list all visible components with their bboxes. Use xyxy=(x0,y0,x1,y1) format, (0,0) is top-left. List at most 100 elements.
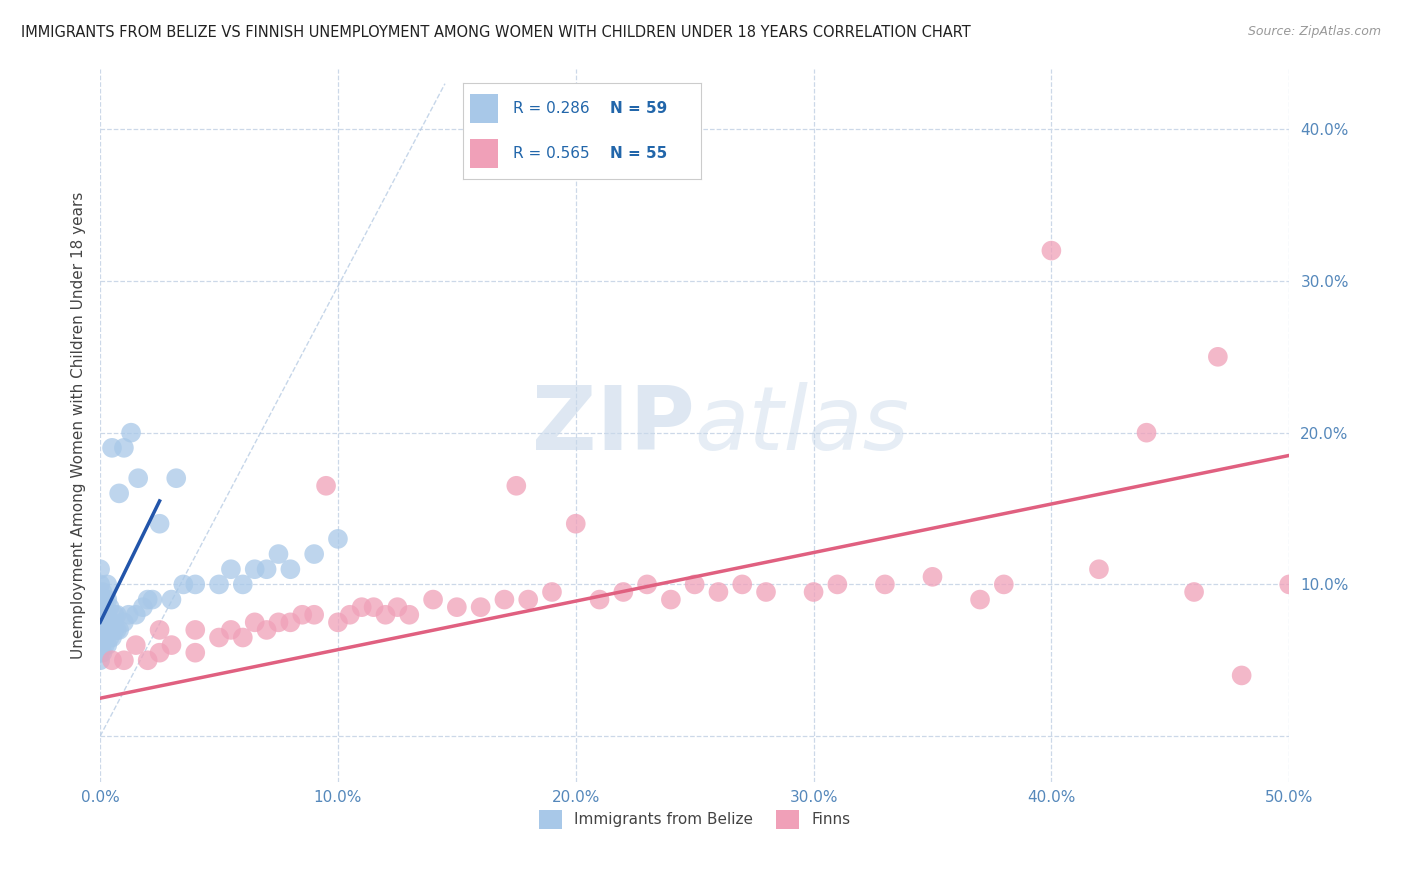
Point xyxy=(315,479,337,493)
Point xyxy=(160,638,183,652)
Point xyxy=(96,623,118,637)
Point xyxy=(280,562,302,576)
Point xyxy=(612,585,634,599)
Point xyxy=(141,592,163,607)
Point xyxy=(120,425,142,440)
Point xyxy=(541,585,564,599)
Point xyxy=(184,577,207,591)
Point xyxy=(91,646,114,660)
Point xyxy=(636,577,658,591)
Point xyxy=(98,600,121,615)
Point xyxy=(494,592,516,607)
Point xyxy=(291,607,314,622)
Point xyxy=(89,638,111,652)
Point xyxy=(89,623,111,637)
Point xyxy=(91,585,114,599)
Text: IMMIGRANTS FROM BELIZE VS FINNISH UNEMPLOYMENT AMONG WOMEN WITH CHILDREN UNDER 1: IMMIGRANTS FROM BELIZE VS FINNISH UNEMPL… xyxy=(21,25,970,40)
Point xyxy=(94,607,117,622)
Point xyxy=(96,592,118,607)
Point xyxy=(149,623,172,637)
Point xyxy=(136,653,159,667)
Point xyxy=(1040,244,1063,258)
Point xyxy=(565,516,588,531)
Point xyxy=(118,607,141,622)
Point xyxy=(108,623,131,637)
Point xyxy=(101,631,124,645)
Point xyxy=(165,471,187,485)
Point xyxy=(683,577,706,591)
Point xyxy=(89,607,111,622)
Text: atlas: atlas xyxy=(695,382,910,468)
Point xyxy=(89,646,111,660)
Point xyxy=(707,585,730,599)
Point xyxy=(398,607,420,622)
Point xyxy=(446,600,468,615)
Point xyxy=(219,623,242,637)
Point xyxy=(1088,562,1111,576)
Point xyxy=(363,600,385,615)
Point xyxy=(256,623,278,637)
Point xyxy=(350,600,373,615)
Point xyxy=(208,631,231,645)
Point xyxy=(172,577,194,591)
Point xyxy=(125,638,148,652)
Point xyxy=(505,479,527,493)
Point xyxy=(993,577,1015,591)
Point xyxy=(149,516,172,531)
Point xyxy=(232,577,254,591)
Point xyxy=(112,653,135,667)
Point xyxy=(160,592,183,607)
Point xyxy=(184,623,207,637)
Point xyxy=(96,638,118,652)
Point xyxy=(1278,577,1301,591)
Point xyxy=(921,570,943,584)
Point xyxy=(219,562,242,576)
Point xyxy=(267,547,290,561)
Point xyxy=(232,631,254,645)
Text: ZIP: ZIP xyxy=(531,382,695,468)
Point xyxy=(280,615,302,630)
Text: Source: ZipAtlas.com: Source: ZipAtlas.com xyxy=(1247,25,1381,38)
Point xyxy=(89,592,111,607)
Point xyxy=(326,615,349,630)
Point xyxy=(149,646,172,660)
Point xyxy=(112,615,135,630)
Point xyxy=(108,486,131,500)
Point xyxy=(91,615,114,630)
Point xyxy=(132,600,155,615)
Point xyxy=(94,623,117,637)
Point xyxy=(125,607,148,622)
Point xyxy=(1135,425,1157,440)
Point xyxy=(94,592,117,607)
Point xyxy=(969,592,991,607)
Point xyxy=(112,441,135,455)
Point xyxy=(803,585,825,599)
Point xyxy=(103,623,125,637)
Point xyxy=(1206,350,1229,364)
Point xyxy=(136,592,159,607)
Point xyxy=(98,615,121,630)
Point xyxy=(101,653,124,667)
Point xyxy=(127,471,149,485)
Point xyxy=(422,592,444,607)
Point xyxy=(374,607,396,622)
Point xyxy=(89,653,111,667)
Point xyxy=(91,631,114,645)
Point xyxy=(873,577,896,591)
Point xyxy=(588,592,610,607)
Point xyxy=(101,615,124,630)
Point xyxy=(267,615,290,630)
Point xyxy=(89,615,111,630)
Point xyxy=(1182,585,1205,599)
Point xyxy=(517,592,540,607)
Point xyxy=(243,562,266,576)
Point xyxy=(659,592,682,607)
Point xyxy=(243,615,266,630)
Point xyxy=(94,638,117,652)
Point xyxy=(387,600,409,615)
Point xyxy=(755,585,778,599)
Point xyxy=(339,607,361,622)
Point xyxy=(470,600,492,615)
Point xyxy=(105,623,128,637)
Point xyxy=(91,600,114,615)
